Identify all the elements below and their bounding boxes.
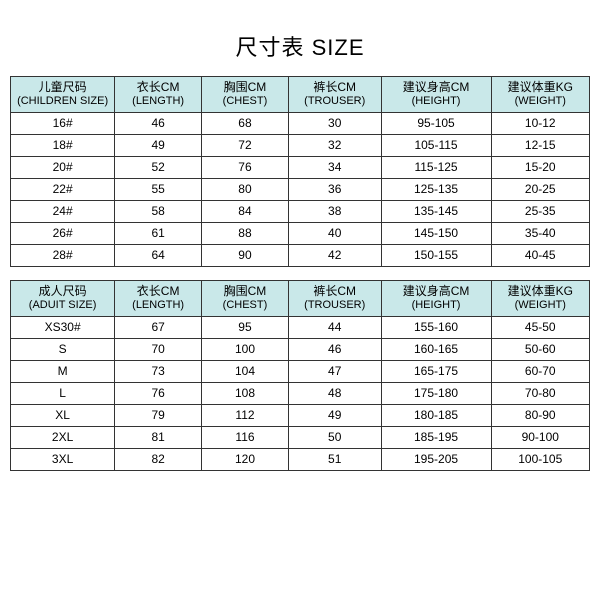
page-title: 尺寸表 SIZE <box>10 30 590 62</box>
table-row: XS30#679544155-16045-50 <box>11 316 590 338</box>
table-spacer <box>11 266 590 280</box>
col-height: 建议身高CM(HEIGHT) <box>381 77 491 113</box>
table-row: XL7911249180-18580-90 <box>11 404 590 426</box>
col-length: 衣长CM(LENGTH) <box>115 77 202 113</box>
col-chest: 胸围CM(CHEST) <box>202 77 289 113</box>
table-row: 28#649042150-15540-45 <box>11 244 590 266</box>
table-row: 2XL8111650185-19590-100 <box>11 426 590 448</box>
children-size-table: 儿童尺码(CHILDREN SIZE) 衣长CM(LENGTH) 胸围CM(CH… <box>10 76 590 471</box>
table-row: L7610848175-18070-80 <box>11 382 590 404</box>
table-row: 20#527634115-12515-20 <box>11 156 590 178</box>
col-children-size: 儿童尺码(CHILDREN SIZE) <box>11 77 115 113</box>
col-chest: 胸围CM(CHEST) <box>202 280 289 316</box>
table-row: 22#558036125-13520-25 <box>11 178 590 200</box>
children-header-row: 儿童尺码(CHILDREN SIZE) 衣长CM(LENGTH) 胸围CM(CH… <box>11 77 590 113</box>
children-body: 16#46683095-10510-12 18#497232105-11512-… <box>11 112 590 266</box>
table-row: 24#588438135-14525-35 <box>11 200 590 222</box>
col-weight: 建议体重KG(WEIGHT) <box>491 280 589 316</box>
col-length: 衣长CM(LENGTH) <box>115 280 202 316</box>
col-trouser: 裤长CM(TROUSER) <box>288 77 381 113</box>
table-row: M7310447165-17560-70 <box>11 360 590 382</box>
size-chart-page: 尺寸表 SIZE 儿童尺码(CHILDREN SIZE) 衣长CM(LENGTH… <box>0 0 600 481</box>
table-row: 26#618840145-15035-40 <box>11 222 590 244</box>
adult-body: XS30#679544155-16045-50 S7010046160-1655… <box>11 316 590 470</box>
col-weight: 建议体重KG(WEIGHT) <box>491 77 589 113</box>
adult-header-row: 成人尺码(ADUIT SIZE) 衣长CM(LENGTH) 胸围CM(CHEST… <box>11 280 590 316</box>
table-row: S7010046160-16550-60 <box>11 338 590 360</box>
col-height: 建议身高CM(HEIGHT) <box>381 280 491 316</box>
table-row: 16#46683095-10510-12 <box>11 112 590 134</box>
table-row: 3XL8212051195-205100-105 <box>11 448 590 470</box>
col-adult-size: 成人尺码(ADUIT SIZE) <box>11 280 115 316</box>
col-trouser: 裤长CM(TROUSER) <box>288 280 381 316</box>
table-row: 18#497232105-11512-15 <box>11 134 590 156</box>
